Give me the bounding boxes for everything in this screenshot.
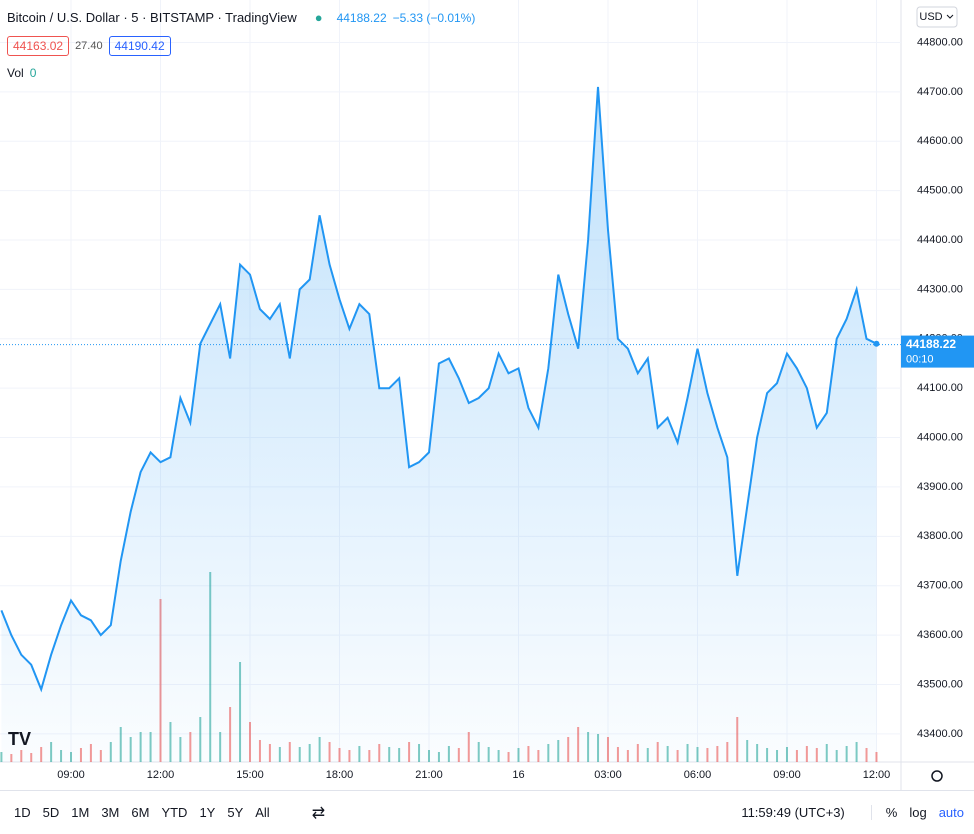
last-price: 44188.22 — [336, 10, 387, 25]
x-tick-label: 09:00 — [57, 769, 85, 781]
range-button[interactable]: 5Y — [227, 805, 244, 820]
price-tag-value: 44188.22 — [906, 337, 956, 351]
vol-label: Vol — [7, 66, 24, 80]
volume-legend: Vol 0 — [7, 66, 36, 80]
volume-bar — [0, 752, 3, 762]
price-change: −5.33 (−0.01%) — [392, 10, 476, 25]
y-tick-label: 44100.00 — [917, 382, 963, 394]
y-tick-label: 43800.00 — [917, 530, 963, 542]
y-tick-label: 44600.00 — [917, 135, 963, 147]
last-point — [873, 340, 880, 347]
status-dot: ● — [314, 10, 323, 25]
auto-button[interactable]: auto — [938, 805, 964, 820]
x-tick-label: 09:00 — [773, 769, 801, 781]
range-button[interactable]: 1D — [14, 805, 31, 820]
y-tick-label: 43600.00 — [917, 629, 963, 641]
settings-icon[interactable] — [931, 770, 943, 782]
logo: TV — [8, 729, 31, 749]
range-button[interactable]: YTD — [161, 805, 188, 820]
x-tick-label: 03:00 — [594, 769, 622, 781]
area — [1, 86, 877, 762]
x-tick-label: 12:00 — [147, 769, 175, 781]
y-tick-label: 43700.00 — [917, 580, 963, 592]
currency[interactable]: USD — [919, 11, 942, 23]
log-button[interactable]: log — [909, 805, 927, 820]
y-tick-label: 44500.00 — [917, 185, 963, 197]
header: Bitcoin / U.S. Dollar · 5 · BITSTAMP · T… — [7, 10, 475, 25]
x-tick-label: 15:00 — [236, 769, 264, 781]
bid[interactable]: 44163.02 — [7, 36, 70, 56]
price-line — [0, 86, 877, 693]
vol-value: 0 — [29, 66, 37, 80]
y-tick-label: 43400.00 — [917, 728, 963, 740]
y-tick-label: 44800.00 — [917, 36, 963, 48]
y-tick-label: 43900.00 — [917, 481, 963, 493]
y-tick-label: 44700.00 — [917, 86, 963, 98]
x-tick-label: 18:00 — [326, 769, 354, 781]
clock: 11:59:49 (UTC+3) — [741, 805, 845, 820]
range-button[interactable]: All — [255, 805, 270, 820]
toolbar: 1D 5D 1M 3M 6M YTD 1Y 5Y All ⇄ 11:59:49 (UTC+3) … — [0, 790, 974, 834]
dropdown-icon — [946, 14, 954, 19]
y-tick-label: 44000.00 — [917, 431, 963, 443]
symbol: Bitcoin / U.S. Dollar · 5 · BITSTAMP · T… — [7, 10, 297, 25]
x-tick-label: 16 — [512, 769, 524, 781]
price-tag — [901, 335, 974, 368]
x-tick-label: 12:00 — [863, 769, 891, 781]
percent-button[interactable]: % — [870, 805, 904, 820]
quote: 44163.02 27.40 44190.42 — [7, 36, 171, 56]
y-tick-label: 43500.00 — [917, 678, 963, 690]
price-tag-countdown: 00:10 — [906, 354, 934, 366]
range-button[interactable]: 1Y — [199, 805, 216, 820]
x-tick-label: 21:00 — [415, 769, 443, 781]
spread: 27.40 — [75, 40, 103, 52]
chart: 43400.00 43500.00 43600.00 43700.00 43800.00… — [0, 0, 974, 790]
ask[interactable]: 44190.42 — [108, 36, 171, 56]
currency-button[interactable] — [916, 6, 958, 28]
range-button[interactable]: 6M — [131, 805, 150, 820]
y-tick-label: 44400.00 — [917, 234, 963, 246]
range-button[interactable]: 5D — [42, 805, 60, 820]
y-tick-label: 44300.00 — [917, 283, 963, 295]
compare-icon[interactable]: ⇄ — [311, 804, 326, 822]
x-tick-label: 06:00 — [684, 769, 712, 781]
ranges: 1D 5D 1M 3M 6M YTD 1Y 5Y All — [0, 805, 276, 820]
range-button[interactable]: 1M — [71, 805, 90, 820]
range-button[interactable]: 3M — [101, 805, 120, 820]
